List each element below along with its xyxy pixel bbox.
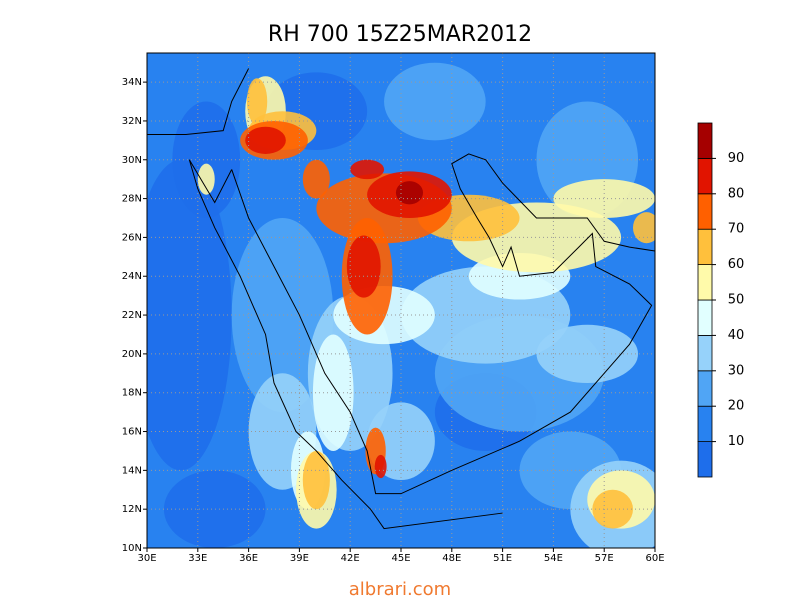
colorbar-swatch	[697, 264, 713, 301]
field-patch	[384, 62, 486, 141]
field-patch	[346, 235, 381, 298]
map-title: RH 700 15Z25MAR2012	[268, 22, 532, 47]
field-patch	[302, 159, 330, 199]
field-patch	[632, 212, 655, 244]
y-tick-label: 10N	[122, 543, 142, 554]
field-patch	[245, 126, 286, 154]
colorbar-swatch	[697, 157, 713, 195]
x-tick-label: 33E	[188, 553, 207, 564]
colorbar-label: 20	[728, 399, 745, 414]
y-tick-label: 22N	[122, 310, 142, 321]
colorbar-swatch	[697, 405, 713, 443]
rh-field	[147, 53, 655, 548]
x-tick-label: 51E	[493, 553, 512, 564]
field-patch	[592, 489, 633, 529]
x-tick-label: 39E	[290, 553, 309, 564]
colorbar-swatch	[697, 441, 713, 478]
colorbar-swatch	[697, 228, 713, 265]
field-patch	[197, 163, 215, 195]
coastlines	[147, 68, 655, 530]
y-tick-label: 16N	[122, 427, 142, 438]
coastline	[231, 153, 655, 495]
y-tick-label: 32N	[122, 116, 142, 127]
colorbar-swatch	[697, 370, 713, 407]
colorbar-swatch	[697, 122, 713, 159]
colorbar-label: 80	[728, 186, 745, 201]
y-tick-label: 14N	[122, 465, 142, 476]
colorbar-label: 90	[728, 151, 745, 166]
y-tick-label: 34N	[122, 77, 142, 88]
field-patch	[350, 159, 385, 180]
y-tick-label: 18N	[122, 388, 142, 399]
field-patch	[246, 78, 268, 125]
y-tick-label: 30N	[122, 155, 142, 166]
y-tick-label: 12N	[122, 504, 142, 515]
x-tick-label: 48E	[442, 553, 461, 564]
y-tick-label: 24N	[122, 271, 142, 282]
coastline	[188, 159, 233, 204]
field-patch	[312, 334, 354, 451]
colorbar-swatch	[697, 193, 713, 230]
field-patch	[553, 179, 655, 219]
colorbar-swatch	[697, 334, 713, 372]
x-tick-label: 54E	[544, 553, 563, 564]
y-tick-label: 26N	[122, 232, 142, 243]
x-tick-label: 42E	[341, 553, 360, 564]
field-patch	[395, 181, 424, 205]
coastline	[188, 159, 503, 530]
x-tick-label: 57E	[595, 553, 614, 564]
footer: albrari.com	[349, 579, 451, 600]
field-patch	[374, 454, 387, 479]
colorbar-swatch	[697, 299, 713, 336]
colorbar-label: 40	[728, 328, 745, 343]
field-patch	[302, 450, 330, 510]
y-tick-label: 28N	[122, 194, 142, 205]
colorbar-label: 30	[728, 363, 745, 378]
field-patch	[231, 218, 334, 413]
coastline	[147, 68, 250, 136]
x-tick-label: 45E	[391, 553, 410, 564]
colorbar-label: 60	[728, 257, 745, 272]
colorbar-label: 70	[728, 222, 745, 237]
x-tick-label: 30E	[137, 553, 156, 564]
y-tick-label: 20N	[122, 349, 142, 360]
colorbar-label: 50	[728, 293, 745, 308]
x-tick-label: 60E	[645, 553, 664, 564]
field-patch	[172, 101, 241, 218]
colorbar-label: 10	[728, 434, 745, 449]
x-tick-label: 36E	[239, 553, 258, 564]
field-patch	[147, 159, 232, 471]
field-patch	[163, 470, 266, 548]
